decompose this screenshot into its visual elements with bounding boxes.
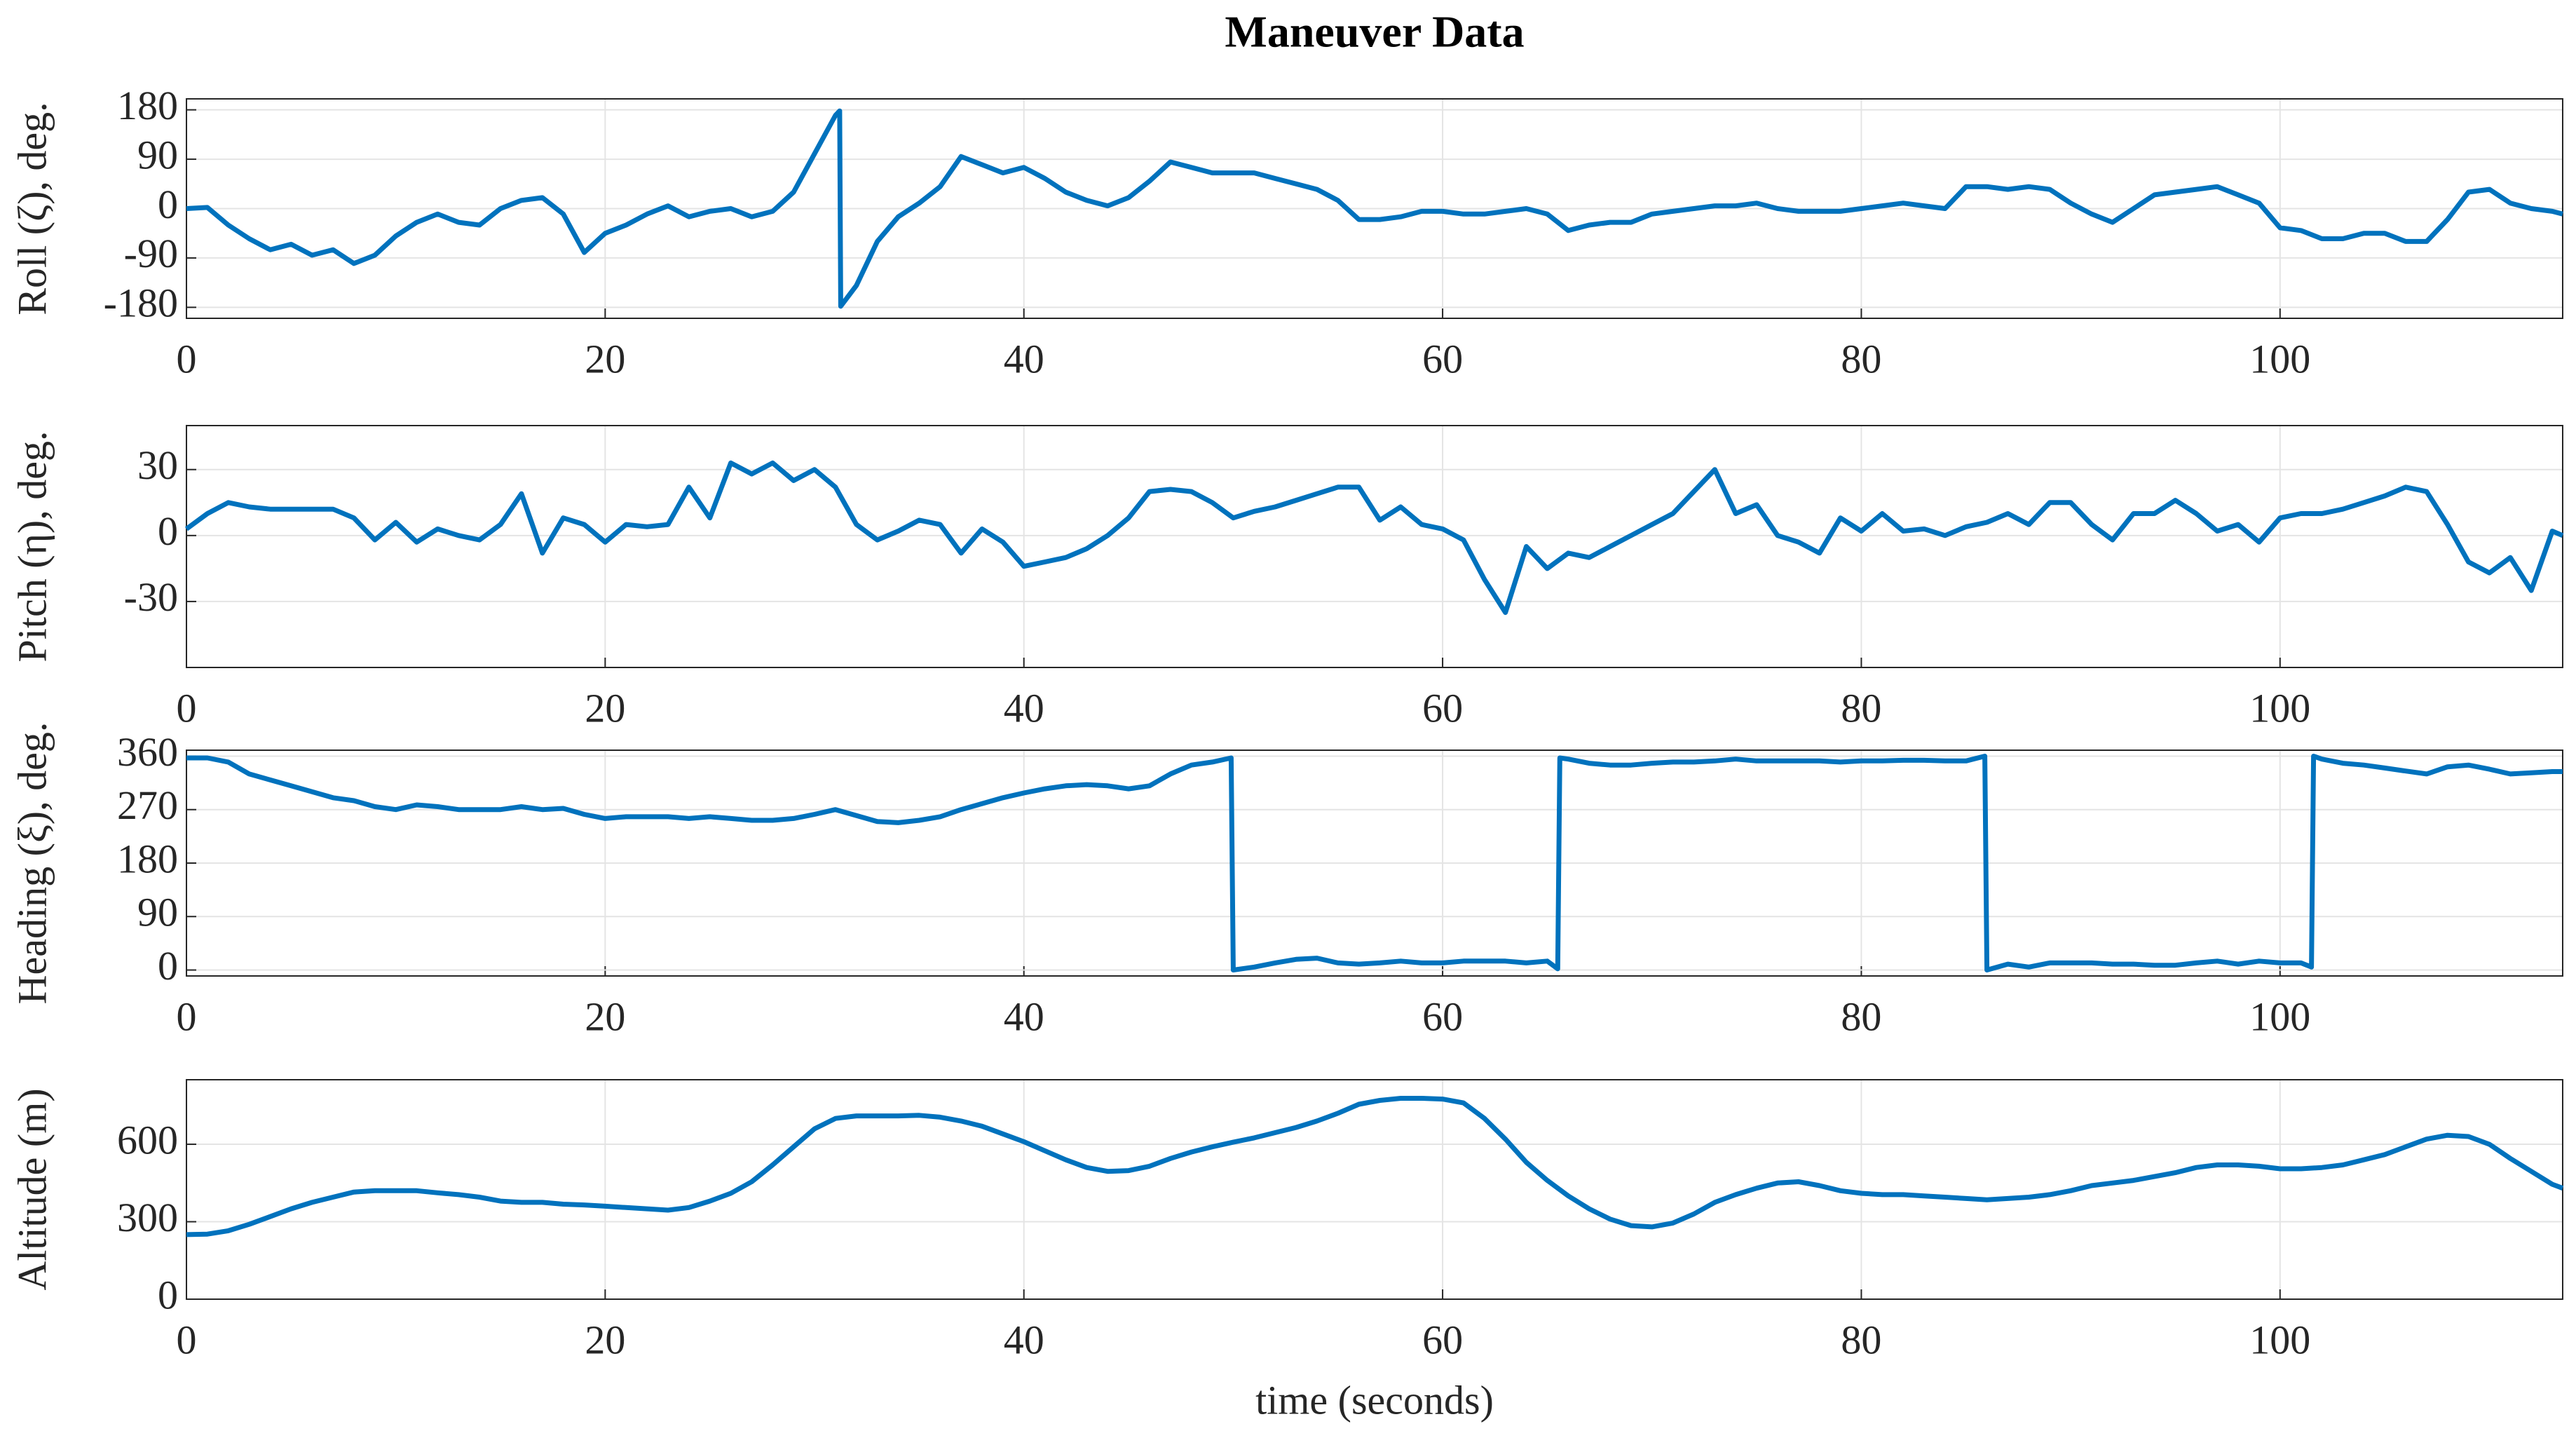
- x-tick-label: 0: [177, 993, 197, 1039]
- y-axis-label: Heading (ξ), deg.: [9, 722, 55, 1005]
- y-tick-label: 0: [158, 1272, 178, 1317]
- chart-title: Maneuver Data: [1225, 7, 1524, 57]
- y-tick-label: -180: [104, 280, 178, 326]
- x-tick-label: 40: [1004, 685, 1044, 731]
- y-tick-label: 0: [158, 508, 178, 554]
- x-tick-label: 100: [2249, 685, 2310, 731]
- y-axis-label: Roll (ζ), deg.: [9, 102, 55, 315]
- x-tick-label: 100: [2249, 993, 2310, 1039]
- axes-box: [186, 1079, 2563, 1300]
- y-tick-label: 90: [137, 132, 178, 177]
- data-line: [184, 460, 2564, 616]
- x-tick-label: 100: [2249, 1317, 2310, 1362]
- x-tick-label: 20: [585, 336, 625, 381]
- y-tick-label: 300: [117, 1195, 178, 1240]
- y-tick-label: 180: [117, 83, 178, 128]
- x-tick-label: 0: [177, 685, 197, 731]
- x-axis-label: time (seconds): [1255, 1377, 1494, 1423]
- x-tick-label: 0: [177, 1317, 197, 1362]
- x-tick-label: 40: [1004, 1317, 1044, 1362]
- plot-area: [186, 1080, 2563, 1299]
- y-tick-label: 600: [117, 1117, 178, 1162]
- axes-box: [186, 749, 2563, 977]
- axes-box: [186, 425, 2563, 668]
- x-tick-label: 80: [1841, 1317, 1881, 1362]
- x-tick-label: 60: [1422, 1317, 1463, 1362]
- y-tick-label: -30: [124, 574, 178, 620]
- y-axis-label: Pitch (η), deg.: [9, 431, 55, 663]
- y-tick-label: 360: [117, 729, 178, 775]
- x-tick-label: 60: [1422, 993, 1463, 1039]
- y-tick-label: 180: [117, 836, 178, 881]
- y-tick-label: -90: [124, 231, 178, 276]
- data-line: [186, 108, 2563, 309]
- data-line: [186, 754, 2563, 972]
- x-tick-label: 80: [1841, 685, 1881, 731]
- x-tick-label: 80: [1841, 336, 1881, 381]
- y-tick-label: 270: [117, 782, 178, 828]
- x-tick-label: 60: [1422, 685, 1463, 731]
- x-tick-label: 40: [1004, 336, 1044, 381]
- y-tick-label: 30: [137, 442, 178, 488]
- x-tick-label: 20: [585, 685, 625, 731]
- x-tick-label: 40: [1004, 993, 1044, 1039]
- x-tick-label: 20: [585, 993, 625, 1039]
- x-tick-label: 20: [585, 1317, 625, 1362]
- data-line: [186, 1096, 2564, 1237]
- x-tick-label: 60: [1422, 336, 1463, 381]
- x-tick-label: 0: [177, 336, 197, 381]
- x-tick-label: 100: [2249, 336, 2310, 381]
- y-tick-label: 0: [158, 182, 178, 227]
- y-tick-label: 90: [137, 890, 178, 935]
- y-axis-label: Altitude (m): [9, 1088, 55, 1290]
- x-tick-label: 80: [1841, 993, 1881, 1039]
- plot-area: [186, 426, 2563, 667]
- y-tick-label: 0: [158, 943, 178, 989]
